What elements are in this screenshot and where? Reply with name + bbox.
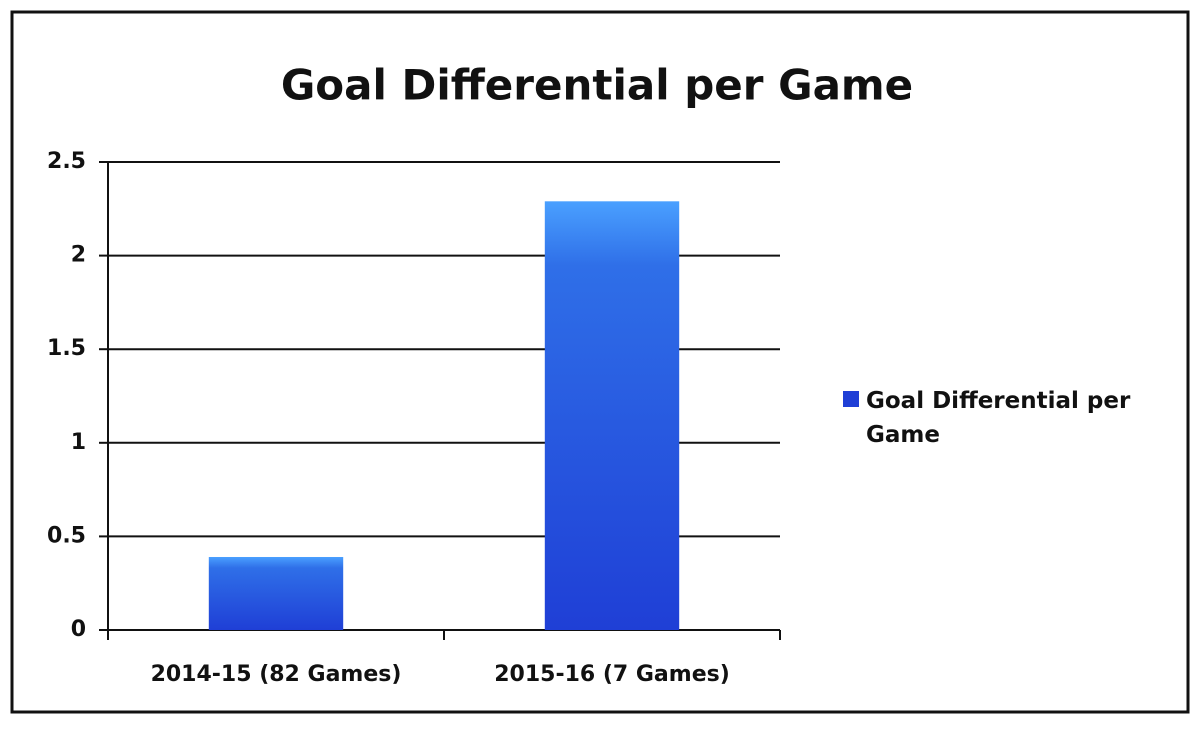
bar xyxy=(208,556,344,630)
y-tick-label: 2.5 xyxy=(47,149,86,174)
y-tick-label: 1 xyxy=(71,430,86,455)
legend-label: Goal Differential per Game xyxy=(866,388,1131,448)
y-tick-label: 2 xyxy=(71,243,86,268)
y-tick-label: 0 xyxy=(71,617,86,642)
x-tick-label: 2015-16 (7 Games) xyxy=(494,662,730,687)
y-tick-label: 0.5 xyxy=(47,523,86,548)
y-tick-label: 1.5 xyxy=(47,336,86,361)
chart-title: Goal Differential per Game xyxy=(281,61,913,110)
x-tick-label: 2014-15 (82 Games) xyxy=(151,662,402,687)
chart-border xyxy=(10,10,1190,714)
legend-swatch xyxy=(843,391,859,407)
bar xyxy=(544,201,680,630)
